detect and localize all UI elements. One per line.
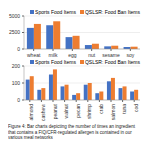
svg-text:2500: 2500 <box>9 29 20 35</box>
svg-text:egg: egg <box>68 52 77 58</box>
svg-text:soy: soy <box>126 52 134 58</box>
svg-text:almond: almond <box>28 104 34 121</box>
svg-text:peanut: peanut <box>52 103 58 119</box>
svg-text:sesame: sesame <box>102 52 120 58</box>
svg-text:cashew: cashew <box>40 104 46 121</box>
svg-text:crab: crab <box>98 104 104 114</box>
html-text:Figure 4: Bar charts depicting: Figure 4: Bar charts depicting the numbe… <box>8 124 136 140</box>
svg-text:walnut: walnut <box>63 103 69 118</box>
html-text:Sports Food Items: Sports Food Items <box>35 9 76 15</box>
html-text:QSLSR: Food Ban Items: QSLSR: Food Ban Items <box>85 9 140 15</box>
svg-text:200: 200 <box>12 63 21 69</box>
html-text:Sports Food Items: Sports Food Items <box>35 59 76 65</box>
svg-text:shrimp: shrimp <box>86 104 92 119</box>
svg-text:cod: cod <box>133 104 139 112</box>
svg-text:tuna: tuna <box>121 104 127 114</box>
svg-text:5000: 5000 <box>9 13 20 19</box>
svg-text:wheat: wheat <box>27 52 41 58</box>
svg-text:100: 100 <box>12 80 21 86</box>
svg-text:nut: nut <box>88 52 96 58</box>
svg-text:0: 0 <box>17 97 20 103</box>
svg-text:pecan: pecan <box>75 104 81 118</box>
svg-text:salmon: salmon <box>110 104 116 120</box>
svg-text:milk: milk <box>49 52 58 58</box>
svg-text:0: 0 <box>17 46 20 52</box>
html-text:QSLSR: Food Ban Items: QSLSR: Food Ban Items <box>85 59 140 65</box>
